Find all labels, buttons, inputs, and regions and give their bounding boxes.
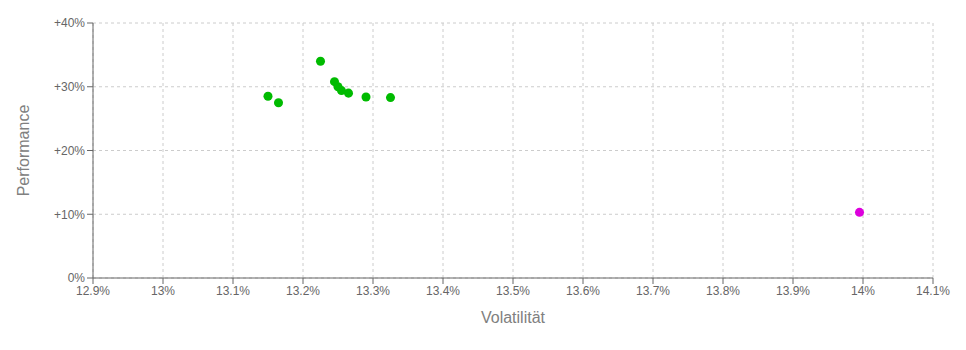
svg-text:13.9%: 13.9% — [776, 284, 810, 298]
svg-text:12.9%: 12.9% — [76, 284, 110, 298]
svg-text:Performance: Performance — [15, 105, 32, 197]
svg-text:13.8%: 13.8% — [706, 284, 740, 298]
svg-text:+20%: +20% — [54, 144, 85, 158]
svg-text:+40%: +40% — [54, 16, 85, 30]
svg-text:13.5%: 13.5% — [496, 284, 530, 298]
svg-text:13.6%: 13.6% — [566, 284, 600, 298]
svg-text:Volatilität: Volatilität — [481, 309, 546, 326]
svg-text:13.7%: 13.7% — [636, 284, 670, 298]
svg-text:14.1%: 14.1% — [916, 284, 950, 298]
svg-text:0%: 0% — [68, 271, 86, 285]
svg-text:13.3%: 13.3% — [356, 284, 390, 298]
svg-text:13.2%: 13.2% — [286, 284, 320, 298]
svg-text:13%: 13% — [151, 284, 175, 298]
svg-text:13.4%: 13.4% — [426, 284, 460, 298]
svg-text:+10%: +10% — [54, 208, 85, 222]
svg-text:14%: 14% — [851, 284, 875, 298]
svg-text:+30%: +30% — [54, 80, 85, 94]
svg-text:13.1%: 13.1% — [216, 284, 250, 298]
